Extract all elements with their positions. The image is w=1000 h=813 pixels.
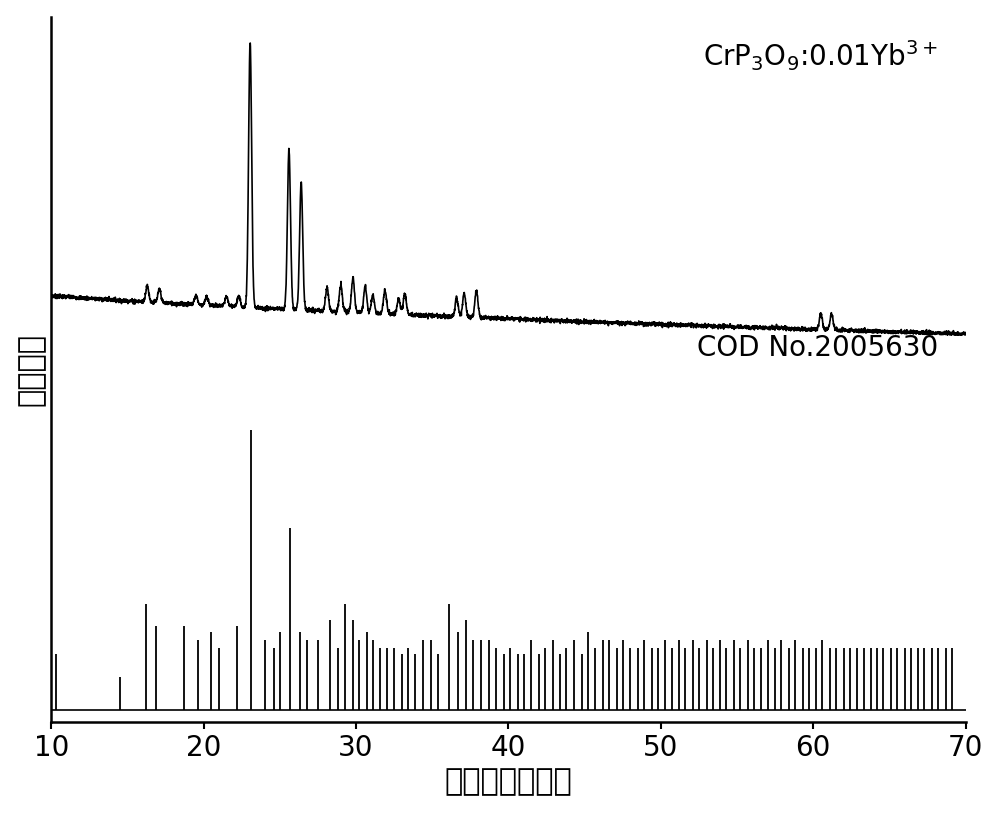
Y-axis label: 相对强度: 相对强度 [17,333,46,406]
Text: CrP$_3$O$_9$:0.01Yb$^{3+}$: CrP$_3$O$_9$:0.01Yb$^{3+}$ [703,38,938,72]
Text: COD No.2005630: COD No.2005630 [697,334,938,362]
X-axis label: 衍射角度（度）: 衍射角度（度） [445,767,572,796]
